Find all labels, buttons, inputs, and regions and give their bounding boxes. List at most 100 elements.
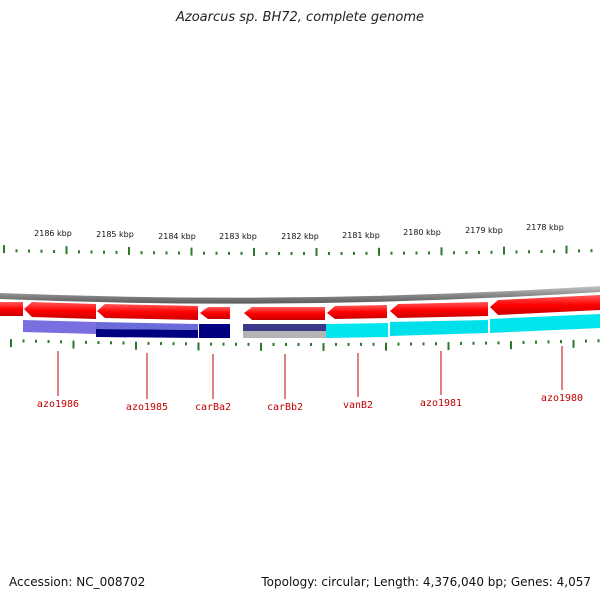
ruler-tick [322, 342, 325, 351]
ruler-label: 2182 kbp [281, 232, 319, 241]
ruler-labels: 2186 kbp 2185 kbp 2184 kbp 2183 kbp 2182 kbp… [34, 223, 564, 241]
ruler-label: 2178 kbp [526, 223, 564, 232]
ruler-tick [3, 245, 5, 254]
ruler-tick [547, 340, 550, 344]
ruler-tick [165, 251, 168, 255]
gene-arrow[interactable] [244, 307, 325, 320]
feature-bar [326, 323, 388, 338]
ruler-tick [428, 251, 430, 255]
ruler-tick [260, 342, 262, 351]
gene-arrow[interactable] [24, 302, 96, 319]
gene-arrow[interactable] [390, 302, 488, 318]
genome-summary-text: Topology: circular; Length: 4,376,040 bp… [261, 575, 591, 589]
ruler-tick [115, 250, 118, 254]
ruler-label: 2183 kbp [219, 232, 257, 241]
ruler-tick [47, 340, 50, 344]
ruler-tick [40, 249, 43, 253]
ruler-tick [560, 340, 562, 344]
ruler-tick [53, 249, 55, 253]
ruler-tick [215, 251, 218, 255]
ruler-tick [340, 251, 343, 255]
ruler-tick [447, 342, 450, 351]
ruler-tick [415, 251, 418, 255]
feature-bars [23, 314, 600, 338]
ruler-tick [222, 342, 225, 346]
gene-arrow[interactable] [327, 305, 387, 319]
feature-bar [96, 329, 198, 338]
ruler-tick [540, 250, 543, 254]
ruler-tick [128, 247, 130, 256]
ruler-tick [578, 249, 580, 253]
gene-label[interactable]: azo1985 [126, 402, 168, 413]
ruler-tick [253, 247, 255, 256]
ruler-tick [465, 251, 468, 255]
ruler-tick [197, 342, 200, 351]
ruler-tick [485, 341, 487, 345]
gene-label[interactable]: azo1981 [420, 398, 462, 409]
ruler-tick [35, 339, 37, 343]
ruler-tick [90, 250, 93, 254]
ruler-tick [178, 251, 180, 255]
ruler-tick [235, 342, 237, 346]
ruler-tick [60, 340, 62, 344]
ruler-tick [522, 340, 525, 344]
ruler-tick [153, 251, 155, 255]
ruler-tick [122, 341, 125, 345]
ruler-tick [472, 341, 475, 345]
ruler-tick [528, 250, 530, 254]
feature-bar [243, 331, 326, 338]
gene-labels: azo1986 azo1985 carBa2 carBb2 vanB2 azo1981 az… [37, 346, 583, 413]
ruler-tick [190, 247, 193, 256]
feature-bar [96, 322, 198, 330]
ruler-tick [490, 250, 493, 254]
ruler-tick [228, 251, 230, 255]
ruler-tick [585, 339, 587, 343]
ruler-tick [210, 342, 212, 346]
ruler-tick [10, 339, 12, 348]
ruler-tick [203, 251, 205, 255]
gene-label[interactable]: azo1986 [37, 399, 79, 410]
ruler-tick [135, 341, 137, 350]
ruler-tick [172, 342, 175, 346]
gene-label[interactable]: carBa2 [195, 402, 231, 413]
ruler-tick [510, 341, 512, 350]
ruler-label: 2184 kbp [158, 232, 196, 241]
gene-arrow[interactable] [490, 295, 600, 315]
ruler-tick [272, 342, 275, 346]
genome-backbone [0, 286, 600, 304]
ruler-tick [365, 251, 368, 255]
ruler-tick [185, 342, 187, 346]
accession-text: Accession: NC_008702 [9, 575, 146, 589]
ruler-tick [147, 341, 150, 345]
ruler-tick [240, 251, 243, 255]
ruler-tick [328, 251, 330, 255]
ruler-tick [22, 339, 25, 343]
ruler-tick [347, 342, 350, 346]
ruler-tick [65, 246, 68, 255]
ruler-tick [103, 250, 105, 254]
ruler-tick [590, 249, 593, 253]
gene-label[interactable]: carBb2 [267, 402, 303, 413]
feature-bar [23, 320, 96, 334]
gene-label[interactable]: vanB2 [343, 400, 373, 411]
ruler-tick [410, 342, 412, 346]
gene-arrow[interactable] [200, 307, 230, 319]
ruler-label: 2181 kbp [342, 231, 380, 240]
gene-label[interactable]: azo1980 [541, 393, 583, 404]
ruler-tick [515, 250, 518, 254]
ruler-tick [372, 342, 375, 346]
ruler-tick [315, 247, 318, 256]
ruler-tick [285, 342, 287, 346]
ruler-label: 2185 kbp [96, 230, 134, 239]
ruler-label: 2180 kbp [403, 228, 441, 237]
ruler-tick [28, 249, 30, 253]
feature-bar [490, 314, 600, 333]
gene-arrow[interactable] [0, 302, 23, 316]
ruler-ticks-top [3, 245, 593, 256]
ruler-tick [440, 247, 443, 256]
ruler-tick [140, 251, 143, 255]
gene-arrow[interactable] [97, 304, 198, 320]
ruler-tick [290, 251, 293, 255]
ruler-tick [453, 251, 455, 255]
ruler-tick [335, 342, 337, 346]
